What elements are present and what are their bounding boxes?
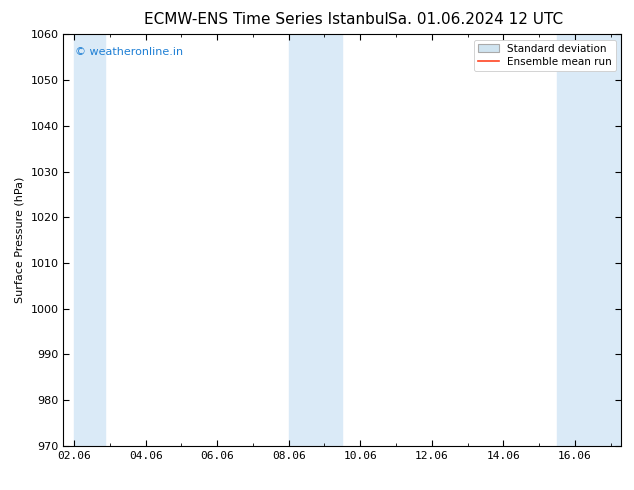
Bar <box>557 34 621 446</box>
Bar <box>288 34 342 446</box>
Text: © weatheronline.in: © weatheronline.in <box>75 47 183 57</box>
Legend: Standard deviation, Ensemble mean run: Standard deviation, Ensemble mean run <box>474 40 616 71</box>
Text: ECMW-ENS Time Series Istanbul: ECMW-ENS Time Series Istanbul <box>144 12 389 27</box>
Bar <box>74 34 105 446</box>
Y-axis label: Surface Pressure (hPa): Surface Pressure (hPa) <box>15 177 25 303</box>
Text: Sa. 01.06.2024 12 UTC: Sa. 01.06.2024 12 UTC <box>388 12 563 27</box>
